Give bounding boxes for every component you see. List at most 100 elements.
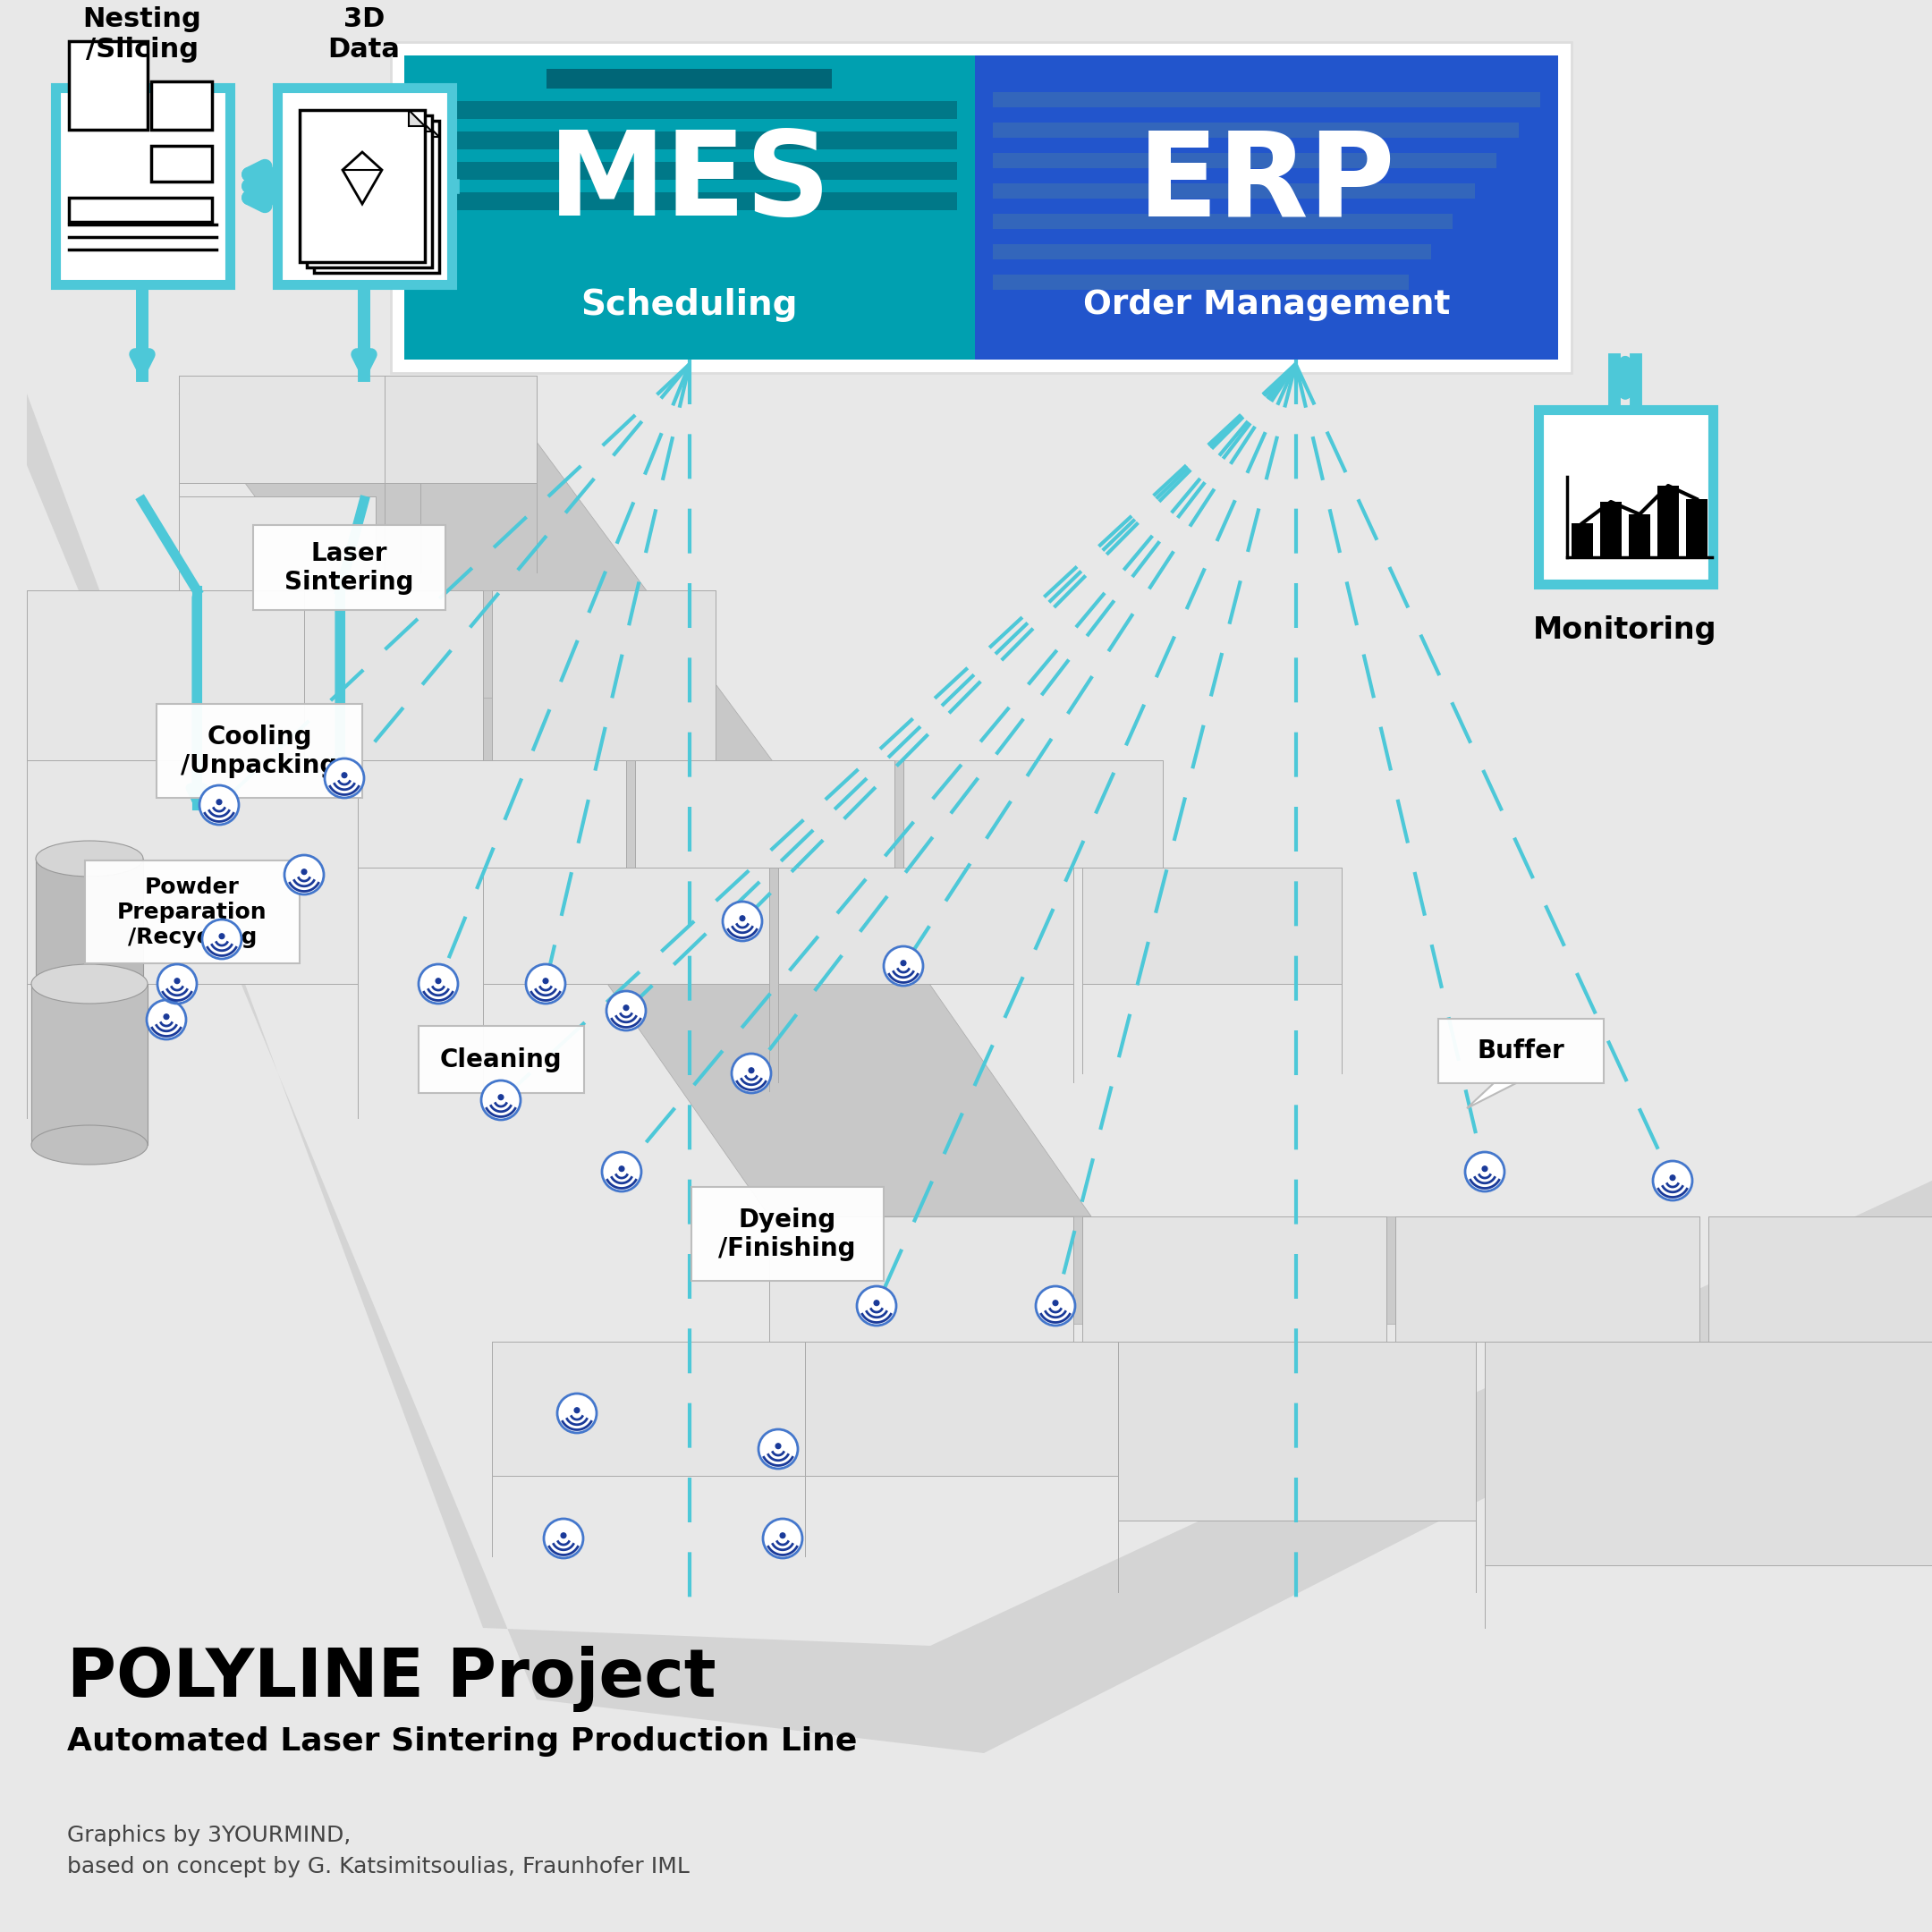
Bar (1538, 410, 1714, 583)
Bar (31, 983, 147, 1146)
Bar (423, 193, 956, 211)
Polygon shape (806, 1341, 1119, 1476)
Bar (70, 197, 213, 222)
Circle shape (624, 1005, 628, 1010)
Bar (1687, 498, 1708, 556)
Polygon shape (1708, 1217, 1932, 1341)
Bar (419, 1026, 583, 1094)
Polygon shape (483, 806, 1092, 1217)
Polygon shape (27, 591, 303, 761)
Bar (976, 56, 1557, 359)
Bar (993, 122, 1519, 137)
Circle shape (607, 991, 645, 1030)
Circle shape (1482, 1167, 1488, 1171)
Polygon shape (1082, 1217, 1387, 1341)
Circle shape (156, 964, 197, 1003)
Circle shape (781, 1532, 784, 1538)
Polygon shape (415, 116, 433, 131)
Bar (423, 131, 956, 151)
Circle shape (164, 1014, 168, 1020)
Bar (1600, 502, 1621, 556)
Circle shape (199, 784, 240, 825)
Circle shape (759, 1430, 798, 1468)
Polygon shape (357, 761, 1163, 867)
Polygon shape (180, 394, 806, 806)
Circle shape (1053, 1300, 1059, 1306)
Circle shape (543, 978, 549, 983)
Circle shape (481, 1080, 520, 1121)
Polygon shape (1395, 1217, 1700, 1341)
Text: Nesting
/Slicing: Nesting /Slicing (83, 6, 201, 62)
Polygon shape (357, 761, 626, 867)
Ellipse shape (37, 840, 143, 877)
Bar (1629, 514, 1650, 556)
Bar (547, 70, 833, 89)
Circle shape (543, 1519, 583, 1557)
Circle shape (1464, 1151, 1505, 1192)
Circle shape (437, 978, 440, 983)
Text: Scheduling: Scheduling (582, 288, 798, 323)
Polygon shape (303, 591, 483, 761)
Circle shape (1036, 1287, 1074, 1325)
Text: 3D
Data: 3D Data (328, 6, 400, 62)
Polygon shape (410, 110, 425, 126)
Polygon shape (1486, 1341, 1932, 1565)
Circle shape (873, 1300, 879, 1306)
Circle shape (556, 1393, 597, 1434)
Circle shape (883, 947, 923, 985)
Circle shape (574, 1408, 580, 1412)
Ellipse shape (31, 964, 147, 1003)
Text: Cooling
/Unpacking: Cooling /Unpacking (182, 724, 338, 779)
Circle shape (216, 800, 222, 804)
Circle shape (732, 1053, 771, 1094)
Circle shape (750, 1068, 753, 1072)
Bar (993, 243, 1432, 259)
Bar (1571, 524, 1594, 556)
Circle shape (740, 916, 746, 922)
Circle shape (1654, 1161, 1692, 1200)
Circle shape (775, 1443, 781, 1449)
Text: Cleaning: Cleaning (440, 1047, 562, 1072)
Bar (56, 87, 230, 284)
Polygon shape (636, 761, 895, 867)
Text: MES: MES (549, 126, 831, 240)
Bar (85, 860, 299, 964)
Text: based on concept by G. Katsimitsoulias, Fraunhofer IML: based on concept by G. Katsimitsoulias, … (68, 1857, 690, 1878)
Polygon shape (493, 1341, 806, 1476)
Polygon shape (493, 591, 715, 761)
Bar (1437, 1018, 1604, 1084)
Bar (1658, 485, 1679, 556)
Text: Automated Laser Sintering Production Line: Automated Laser Sintering Production Lin… (68, 1727, 858, 1756)
Circle shape (419, 964, 458, 1003)
Bar (993, 214, 1453, 228)
Circle shape (723, 902, 761, 941)
Text: ERP: ERP (1138, 126, 1395, 240)
Polygon shape (769, 1217, 1609, 1323)
Circle shape (342, 773, 348, 779)
Bar (423, 100, 956, 120)
Ellipse shape (31, 1124, 147, 1165)
Circle shape (147, 1001, 185, 1039)
Bar (993, 184, 1474, 199)
Text: Dyeing
/Finishing: Dyeing /Finishing (719, 1208, 856, 1262)
Circle shape (900, 960, 906, 966)
Circle shape (858, 1287, 896, 1325)
Circle shape (763, 1519, 802, 1557)
Polygon shape (904, 761, 1163, 867)
Circle shape (174, 978, 180, 983)
Bar (151, 81, 213, 129)
Text: Laser
Sintering: Laser Sintering (284, 541, 413, 595)
Polygon shape (1082, 867, 1341, 983)
Polygon shape (180, 375, 421, 483)
Bar (299, 110, 425, 263)
Text: Graphics by 3YOURMIND,: Graphics by 3YOURMIND, (68, 1824, 352, 1847)
Polygon shape (180, 497, 375, 591)
Polygon shape (1466, 1084, 1517, 1109)
Bar (156, 703, 363, 798)
Bar (313, 120, 439, 272)
Bar (253, 526, 446, 611)
Circle shape (301, 869, 307, 875)
Circle shape (603, 1151, 641, 1192)
Polygon shape (423, 120, 439, 137)
Circle shape (218, 933, 224, 939)
